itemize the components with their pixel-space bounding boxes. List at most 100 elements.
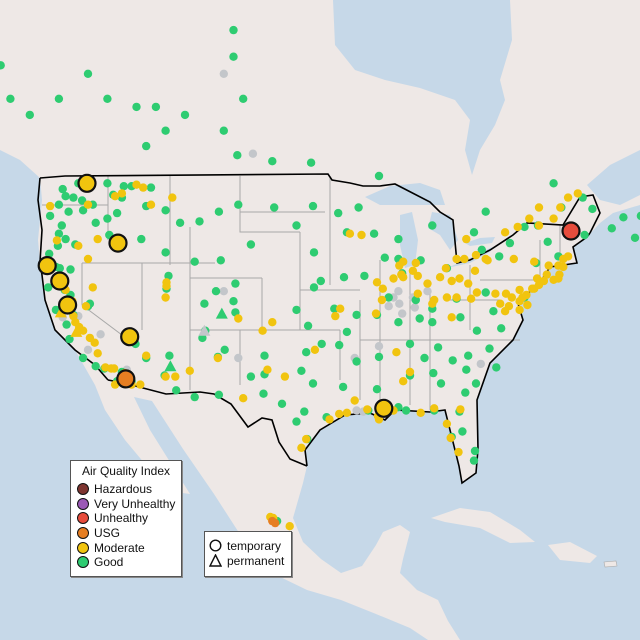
temporary-monitor-moderate[interactable] (120, 327, 140, 347)
monitor-dot-good[interactable] (146, 183, 156, 192)
monitor-dot-good[interactable] (471, 379, 481, 388)
monitor-dot-moderate[interactable] (413, 271, 422, 281)
monitor-dot-moderate[interactable] (523, 300, 532, 310)
monitor-dot-good[interactable] (436, 379, 446, 388)
monitor-dot-moderate[interactable] (74, 241, 83, 250)
monitor-dot-good[interactable] (211, 287, 221, 296)
monitor-dot-good[interactable] (66, 265, 75, 274)
monitor-dot-moderate[interactable] (447, 313, 456, 322)
monitor-dot-moderate[interactable] (441, 264, 451, 273)
monitor-dot-moderate[interactable] (483, 256, 492, 265)
monitor-dot-good[interactable] (394, 234, 403, 244)
monitor-dot-good[interactable] (428, 221, 437, 230)
monitor-dot-good[interactable] (45, 249, 54, 258)
monitor-dot-moderate[interactable] (549, 214, 558, 223)
monitor-dot-moderate[interactable] (544, 261, 553, 270)
monitor-dot-moderate[interactable] (132, 180, 141, 189)
monitor-dot-good[interactable] (520, 222, 529, 232)
monitor-dot-moderate[interactable] (509, 254, 518, 264)
monitor-dot-good[interactable] (161, 206, 170, 215)
monitor-dot-good[interactable] (214, 207, 224, 216)
temporary-monitor-moderate[interactable] (77, 173, 97, 193)
monitor-dot-good[interactable] (55, 264, 64, 273)
monitor-dot-good[interactable] (369, 229, 379, 238)
monitor-dot-good[interactable] (411, 295, 420, 305)
monitor-dot-moderate[interactable] (456, 405, 465, 414)
monitor-dot-moderate[interactable] (90, 338, 99, 347)
monitor-dot-none[interactable] (374, 342, 384, 351)
monitor-dot-usg[interactable] (271, 518, 280, 528)
monitor-dot-moderate[interactable] (162, 278, 171, 287)
monitor-dot-moderate[interactable] (185, 366, 194, 375)
monitor-dot-moderate[interactable] (442, 419, 452, 428)
monitor-dot-moderate[interactable] (423, 279, 432, 288)
monitor-dot-moderate[interactable] (472, 288, 482, 297)
temporary-monitor-usg[interactable] (116, 369, 136, 389)
monitor-dot-good[interactable] (360, 271, 369, 281)
monitor-dot-good[interactable] (415, 314, 424, 323)
monitor-dot-moderate[interactable] (109, 364, 119, 373)
monitor-dot-good[interactable] (268, 157, 277, 166)
monitor-dot-good[interactable] (580, 230, 589, 240)
temporary-monitor-moderate[interactable] (50, 271, 70, 291)
temporary-monitor-moderate[interactable] (374, 398, 394, 418)
monitor-dot-good[interactable] (339, 273, 349, 282)
monitor-dot-good[interactable] (472, 326, 482, 335)
monitor-dot-good[interactable] (433, 343, 443, 352)
monitor-dot-moderate[interactable] (399, 273, 408, 282)
monitor-dot-good[interactable] (260, 351, 269, 360)
monitor-dot-good[interactable] (461, 388, 470, 397)
monitor-dot-moderate[interactable] (258, 326, 267, 335)
monitor-dot-good[interactable] (91, 362, 100, 371)
monitor-dot-moderate[interactable] (325, 415, 334, 424)
monitor-dot-good[interactable] (297, 366, 306, 375)
monitor-dot-moderate[interactable] (302, 434, 311, 444)
monitor-dot-good[interactable] (132, 102, 141, 112)
monitor-dot-good[interactable] (231, 279, 240, 288)
monitor-dot-moderate[interactable] (452, 293, 461, 302)
monitor-dot-moderate[interactable] (554, 261, 563, 270)
monitor-dot-good[interactable] (78, 353, 88, 363)
monitor-dot-good[interactable] (342, 327, 352, 337)
monitor-dot-good[interactable] (190, 257, 199, 266)
permanent-monitor-triangle[interactable] (198, 324, 211, 336)
monitor-dot-good[interactable] (292, 417, 301, 426)
monitor-dot-none[interactable] (395, 299, 404, 308)
monitor-dot-good[interactable] (470, 446, 480, 456)
monitor-dot-good[interactable] (54, 229, 64, 238)
monitor-dot-good[interactable] (607, 224, 616, 233)
monitor-dot-good[interactable] (151, 102, 161, 112)
monitor-dot-moderate[interactable] (504, 302, 514, 311)
monitor-dot-good[interactable] (103, 94, 112, 104)
monitor-dot-good[interactable] (420, 353, 429, 363)
monitor-dot-good[interactable] (259, 389, 268, 398)
monitor-dot-moderate[interactable] (263, 365, 272, 374)
monitor-dot-moderate[interactable] (161, 372, 170, 381)
monitor-dot-good[interactable] (0, 61, 5, 70)
monitor-dot-good[interactable] (277, 399, 287, 408)
monitor-dot-moderate[interactable] (532, 274, 542, 283)
monitor-dot-good[interactable] (246, 240, 256, 249)
monitor-dot-good[interactable] (239, 94, 248, 104)
monitor-dot-moderate[interactable] (136, 380, 145, 389)
monitor-dot-moderate[interactable] (83, 200, 93, 209)
monitor-dot-moderate[interactable] (161, 293, 170, 302)
monitor-dot-moderate[interactable] (530, 257, 539, 266)
monitor-dot-good[interactable] (214, 390, 224, 399)
monitor-dot-good[interactable] (195, 217, 204, 226)
monitor-dot-moderate[interactable] (500, 228, 510, 237)
monitor-dot-good[interactable] (316, 276, 325, 286)
monitor-dot-none[interactable] (398, 309, 407, 318)
monitor-dot-moderate[interactable] (452, 254, 461, 264)
permanent-monitor-triangle[interactable] (164, 360, 177, 372)
monitor-dot-none[interactable] (384, 302, 393, 311)
monitor-dot-good[interactable] (354, 203, 363, 212)
temporary-monitor-moderate[interactable] (57, 295, 78, 315)
monitor-dot-good[interactable] (588, 204, 597, 214)
permanent-monitor-triangle[interactable] (70, 325, 83, 337)
monitor-dot-moderate[interactable] (515, 305, 524, 315)
monitor-dot-moderate[interactable] (310, 345, 320, 354)
monitor-dot-moderate[interactable] (342, 408, 352, 417)
monitor-dot-good[interactable] (54, 200, 64, 209)
